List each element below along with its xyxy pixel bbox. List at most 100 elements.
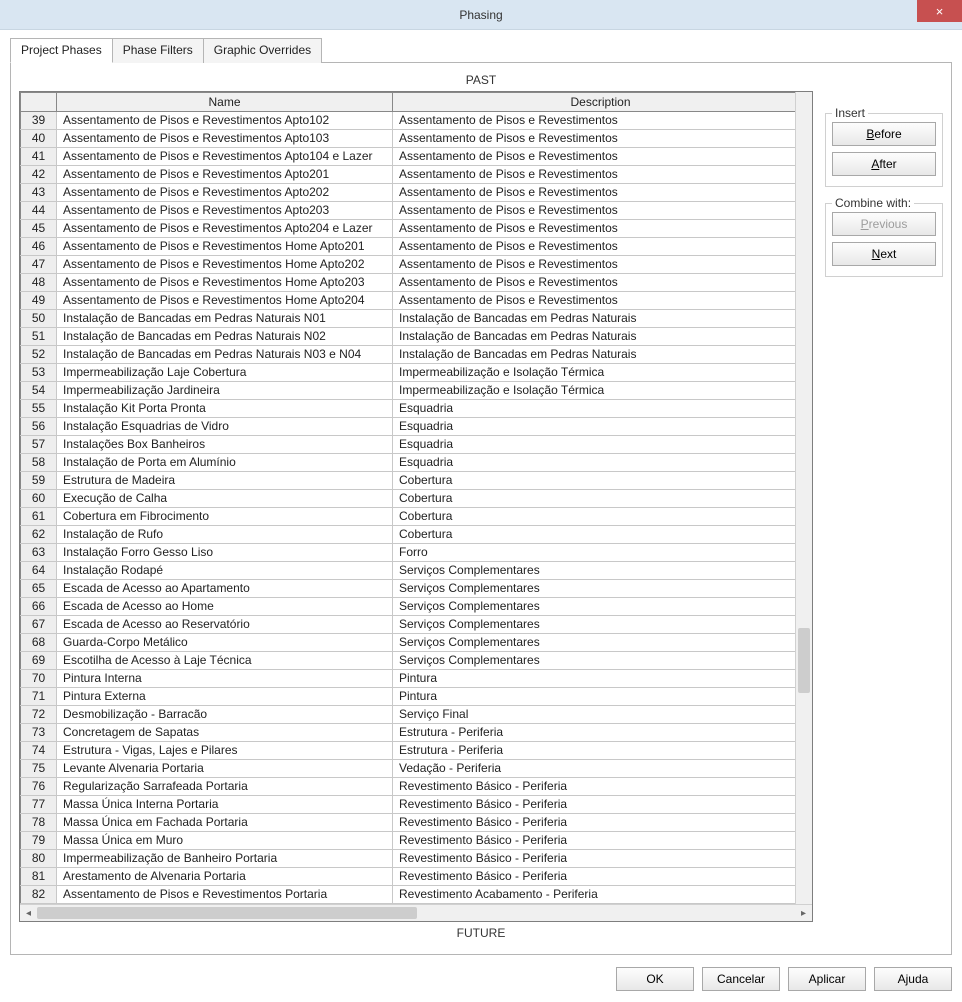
name-cell[interactable]: Assentamento de Pisos e Revestimentos Ap…: [57, 220, 393, 238]
name-cell[interactable]: Assentamento de Pisos e Revestimentos Ap…: [57, 184, 393, 202]
description-cell[interactable]: Revestimento Básico - Periferia: [393, 796, 796, 814]
name-cell[interactable]: Instalação de Bancadas em Pedras Naturai…: [57, 310, 393, 328]
table-row[interactable]: 58Instalação de Porta em AlumínioEsquadr…: [21, 454, 796, 472]
description-cell[interactable]: Assentamento de Pisos e Revestimentos: [393, 274, 796, 292]
description-cell[interactable]: Esquadria: [393, 436, 796, 454]
row-number-cell[interactable]: 79: [21, 832, 57, 850]
table-row[interactable]: 49Assentamento de Pisos e Revestimentos …: [21, 292, 796, 310]
name-cell[interactable]: Massa Única em Fachada Portaria: [57, 814, 393, 832]
row-number-cell[interactable]: 71: [21, 688, 57, 706]
table-row[interactable]: 44Assentamento de Pisos e Revestimentos …: [21, 202, 796, 220]
before-button[interactable]: Before: [832, 122, 936, 146]
row-number-cell[interactable]: 80: [21, 850, 57, 868]
description-cell[interactable]: Revestimento Acabamento - Periferia: [393, 886, 796, 904]
row-number-cell[interactable]: 76: [21, 778, 57, 796]
description-cell[interactable]: Forro: [393, 544, 796, 562]
table-row[interactable]: 43Assentamento de Pisos e Revestimentos …: [21, 184, 796, 202]
name-cell[interactable]: Assentamento de Pisos e Revestimentos Ap…: [57, 202, 393, 220]
table-row[interactable]: 45Assentamento de Pisos e Revestimentos …: [21, 220, 796, 238]
table-row[interactable]: 47Assentamento de Pisos e Revestimentos …: [21, 256, 796, 274]
row-number-cell[interactable]: 69: [21, 652, 57, 670]
after-button[interactable]: After: [832, 152, 936, 176]
description-cell[interactable]: Impermeabilização e Isolação Térmica: [393, 382, 796, 400]
row-number-cell[interactable]: 50: [21, 310, 57, 328]
description-cell[interactable]: Serviços Complementares: [393, 634, 796, 652]
table-row[interactable]: 54Impermeabilização JardineiraImpermeabi…: [21, 382, 796, 400]
row-number-cell[interactable]: 42: [21, 166, 57, 184]
name-cell[interactable]: Massa Única Interna Portaria: [57, 796, 393, 814]
vertical-scroll-thumb[interactable]: [798, 628, 810, 693]
name-cell[interactable]: Estrutura de Madeira: [57, 472, 393, 490]
name-cell[interactable]: Impermeabilização de Banheiro Portaria: [57, 850, 393, 868]
row-number-cell[interactable]: 77: [21, 796, 57, 814]
scroll-right-arrow[interactable]: ▸: [795, 905, 812, 922]
table-row[interactable]: 48Assentamento de Pisos e Revestimentos …: [21, 274, 796, 292]
description-cell[interactable]: Cobertura: [393, 508, 796, 526]
row-number-cell[interactable]: 54: [21, 382, 57, 400]
description-cell[interactable]: Instalação de Bancadas em Pedras Naturai…: [393, 346, 796, 364]
description-cell[interactable]: Assentamento de Pisos e Revestimentos: [393, 220, 796, 238]
name-cell[interactable]: Assentamento de Pisos e Revestimentos Ho…: [57, 292, 393, 310]
description-cell[interactable]: Cobertura: [393, 526, 796, 544]
table-row[interactable]: 66Escada de Acesso ao HomeServiços Compl…: [21, 598, 796, 616]
row-number-cell[interactable]: 62: [21, 526, 57, 544]
table-row[interactable]: 65Escada de Acesso ao ApartamentoServiço…: [21, 580, 796, 598]
row-number-cell[interactable]: 81: [21, 868, 57, 886]
row-number-cell[interactable]: 73: [21, 724, 57, 742]
row-number-cell[interactable]: 63: [21, 544, 57, 562]
name-cell[interactable]: Impermeabilização Jardineira: [57, 382, 393, 400]
vertical-scrollbar[interactable]: [795, 92, 812, 904]
description-cell[interactable]: Serviços Complementares: [393, 562, 796, 580]
row-number-cell[interactable]: 68: [21, 634, 57, 652]
row-number-cell[interactable]: 67: [21, 616, 57, 634]
description-cell[interactable]: Assentamento de Pisos e Revestimentos: [393, 184, 796, 202]
horizontal-scroll-track[interactable]: [37, 905, 795, 921]
table-row[interactable]: 61Cobertura em FibrocimentoCobertura: [21, 508, 796, 526]
table-row[interactable]: 50Instalação de Bancadas em Pedras Natur…: [21, 310, 796, 328]
description-cell[interactable]: Serviços Complementares: [393, 652, 796, 670]
description-cell[interactable]: Serviços Complementares: [393, 580, 796, 598]
row-number-cell[interactable]: 78: [21, 814, 57, 832]
description-cell[interactable]: Serviços Complementares: [393, 598, 796, 616]
description-cell[interactable]: Assentamento de Pisos e Revestimentos: [393, 292, 796, 310]
table-row[interactable]: 55Instalação Kit Porta ProntaEsquadria: [21, 400, 796, 418]
row-number-cell[interactable]: 59: [21, 472, 57, 490]
table-row[interactable]: 79Massa Única em MuroRevestimento Básico…: [21, 832, 796, 850]
table-row[interactable]: 77Massa Única Interna PortariaRevestimen…: [21, 796, 796, 814]
table-row[interactable]: 71Pintura ExternaPintura: [21, 688, 796, 706]
help-button[interactable]: Ajuda: [874, 967, 952, 991]
row-number-cell[interactable]: 41: [21, 148, 57, 166]
description-cell[interactable]: Instalação de Bancadas em Pedras Naturai…: [393, 310, 796, 328]
name-cell[interactable]: Execução de Calha: [57, 490, 393, 508]
name-cell[interactable]: Escotilha de Acesso à Laje Técnica: [57, 652, 393, 670]
table-row[interactable]: 78Massa Única em Fachada PortariaRevesti…: [21, 814, 796, 832]
row-number-cell[interactable]: 60: [21, 490, 57, 508]
name-cell[interactable]: Assentamento de Pisos e Revestimentos Ap…: [57, 130, 393, 148]
row-number-cell[interactable]: 74: [21, 742, 57, 760]
name-cell[interactable]: Instalação de Porta em Alumínio: [57, 454, 393, 472]
description-cell[interactable]: Estrutura - Periferia: [393, 742, 796, 760]
col-header-row[interactable]: [21, 93, 57, 112]
cancel-button[interactable]: Cancelar: [702, 967, 780, 991]
table-row[interactable]: 52Instalação de Bancadas em Pedras Natur…: [21, 346, 796, 364]
tab-project-phases[interactable]: Project Phases: [10, 38, 113, 63]
description-cell[interactable]: Pintura: [393, 670, 796, 688]
description-cell[interactable]: Revestimento Básico - Periferia: [393, 832, 796, 850]
name-cell[interactable]: Assentamento de Pisos e Revestimentos Ho…: [57, 274, 393, 292]
table-row[interactable]: 73Concretagem de SapatasEstrutura - Peri…: [21, 724, 796, 742]
row-number-cell[interactable]: 47: [21, 256, 57, 274]
table-row[interactable]: 67Escada de Acesso ao ReservatórioServiç…: [21, 616, 796, 634]
description-cell[interactable]: Assentamento de Pisos e Revestimentos: [393, 238, 796, 256]
description-cell[interactable]: Assentamento de Pisos e Revestimentos: [393, 202, 796, 220]
name-cell[interactable]: Regularização Sarrafeada Portaria: [57, 778, 393, 796]
description-cell[interactable]: Cobertura: [393, 472, 796, 490]
next-button[interactable]: Next: [832, 242, 936, 266]
name-cell[interactable]: Instalação Esquadrias de Vidro: [57, 418, 393, 436]
table-row[interactable]: 81Arestamento de Alvenaria PortariaReves…: [21, 868, 796, 886]
table-row[interactable]: 74Estrutura - Vigas, Lajes e PilaresEstr…: [21, 742, 796, 760]
row-number-cell[interactable]: 57: [21, 436, 57, 454]
name-cell[interactable]: Estrutura - Vigas, Lajes e Pilares: [57, 742, 393, 760]
name-cell[interactable]: Escada de Acesso ao Apartamento: [57, 580, 393, 598]
row-number-cell[interactable]: 82: [21, 886, 57, 904]
description-cell[interactable]: Assentamento de Pisos e Revestimentos: [393, 166, 796, 184]
